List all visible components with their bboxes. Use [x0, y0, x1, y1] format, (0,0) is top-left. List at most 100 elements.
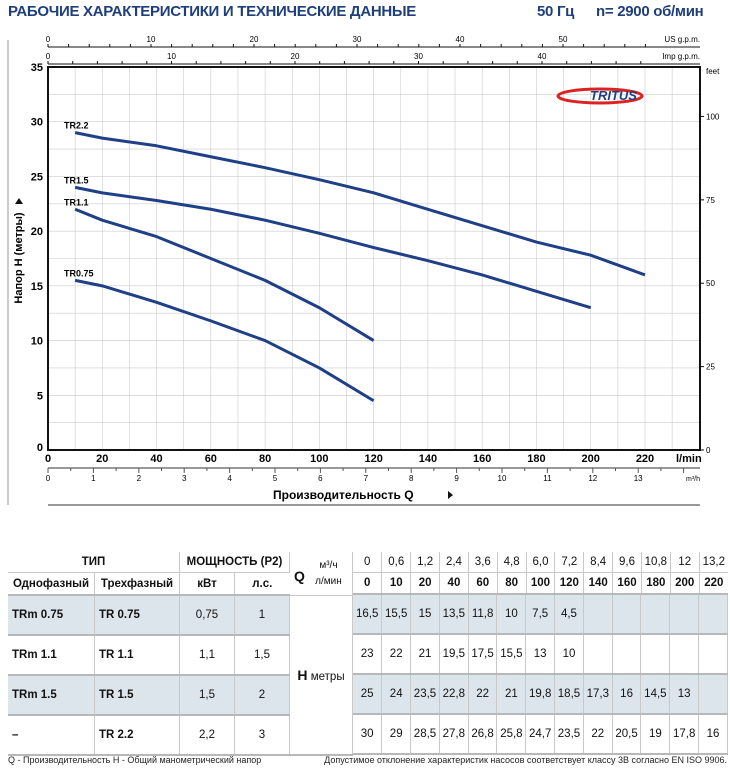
- curve-TR0.75: [74, 278, 375, 403]
- imp-gpm-tick-label: 20: [291, 52, 300, 61]
- power-header: МОЩНОСТЬ (P2): [179, 552, 290, 574]
- us-gpm-tick-label: 20: [250, 35, 259, 44]
- m3h-tick-label: 0: [46, 474, 51, 483]
- imp-gpm-label: Imp g.p.m.: [662, 52, 700, 61]
- hp-header: л.с.: [234, 572, 290, 597]
- head-value: 15: [410, 595, 440, 635]
- speed: n= 2900 об/мин: [596, 3, 704, 20]
- head-value: 22,8: [439, 675, 469, 715]
- single-phase-model: TRm 0.75: [8, 595, 95, 636]
- lmin-value: 220: [699, 572, 728, 595]
- m3h-tick-label: 6: [318, 474, 323, 483]
- imp-gpm-tick-label: 40: [538, 52, 547, 61]
- head-value: [583, 595, 613, 635]
- head-value: [583, 635, 613, 675]
- head-value: 15,5: [496, 635, 527, 675]
- arrow-right-icon: [448, 491, 453, 499]
- curve-TR1.1: [74, 207, 375, 342]
- x-tick-label: 120: [364, 453, 382, 465]
- curve-TR1.5: [74, 185, 592, 310]
- head-value: [698, 635, 728, 675]
- x-tick-label: 20: [96, 453, 108, 465]
- m3h-tick-label: 1: [91, 474, 96, 483]
- footer-note: Допустимое отклонение характеристик насо…: [324, 755, 727, 765]
- imp-gpm-tick-label: 0: [46, 52, 51, 61]
- head-value: 4,5: [554, 595, 584, 635]
- x-tick-label: 40: [150, 453, 162, 465]
- power-hp: 2: [234, 675, 290, 716]
- single-phase-model: –: [8, 715, 95, 756]
- m3h-value: 0: [353, 552, 383, 573]
- m3h-value: 4,8: [497, 552, 527, 573]
- three-phase-model: TR 1.5: [94, 675, 180, 716]
- m3h-value: 10,8: [641, 552, 671, 573]
- x-tick-label: 80: [259, 453, 271, 465]
- three-phase-model: TR 1.1: [94, 635, 180, 676]
- head-value: 23,5: [554, 715, 584, 755]
- m3h-tick-label: 10: [498, 474, 507, 483]
- head-value: 14,5: [640, 675, 671, 715]
- head-value: 10: [496, 595, 527, 635]
- feet-tick-label: 0: [706, 446, 711, 455]
- kw-header: кВт: [179, 572, 235, 597]
- head-value: 16,5: [353, 595, 383, 635]
- y-tick-label: 20: [31, 226, 43, 238]
- head-value: 17,3: [583, 675, 613, 715]
- head-value: 10: [554, 635, 584, 675]
- head-value: 27,8: [439, 715, 469, 755]
- curve-label: TR0.75: [64, 268, 94, 278]
- lmin-value: 0: [353, 572, 383, 595]
- table-row: TRm 1.5 TR 1.5 1,5 2 25 24 23,5 22,8 22 21 19,8…: [8, 675, 728, 716]
- lmin-value: 60: [468, 572, 498, 595]
- head-value: [640, 635, 671, 675]
- us-gpm-tick-label: 0: [46, 35, 51, 44]
- y-tick-label: 15: [31, 281, 43, 293]
- m3h-value: 2,4: [439, 552, 469, 573]
- m3h-tick-label: 7: [364, 474, 369, 483]
- head-value: 24: [381, 675, 412, 715]
- x-tick-label: 100: [310, 453, 328, 465]
- head-value: 16: [612, 675, 642, 715]
- head-value: 23,5: [410, 675, 440, 715]
- single-phase-model: TRm 1.5: [8, 675, 95, 716]
- power-hp: 1,5: [234, 635, 290, 676]
- imp-gpm-tick-label: 30: [414, 52, 423, 61]
- lmin-value: 80: [497, 572, 527, 595]
- head-value: 13,5: [439, 595, 469, 635]
- type-header: ТИП: [8, 552, 180, 574]
- head-value: 29: [381, 715, 412, 755]
- head-value: 18,5: [554, 675, 584, 715]
- m3h-value: 13,2: [699, 552, 728, 573]
- head-value: 25,8: [496, 715, 527, 755]
- m3h-value: 12: [670, 552, 700, 573]
- plot-frame: [47, 66, 701, 451]
- frequency: 50 Гц: [537, 3, 575, 20]
- head-value: 19,5: [439, 635, 469, 675]
- m3h-value: 6,0: [526, 552, 556, 573]
- x-axis-label: Производительность Q: [273, 488, 414, 502]
- us-gpm-tick-label: 50: [559, 35, 568, 44]
- power-kw: 1,1: [179, 635, 235, 676]
- table-row: TRm 1.1 TR 1.1 1,1 1,5 23 22 21 19,5 17,5 15,5…: [8, 635, 728, 676]
- head-value: 20,5: [612, 715, 642, 755]
- y-tick-label: 10: [31, 336, 43, 348]
- power-hp: 1: [234, 595, 290, 636]
- power-hp: 3: [234, 715, 290, 756]
- power-kw: 2,2: [179, 715, 235, 756]
- head-value: 7,5: [525, 595, 556, 635]
- three-phase-header: Трехфазный: [94, 572, 180, 597]
- feet-label: feet: [706, 67, 720, 76]
- head-value: 21: [496, 675, 527, 715]
- head-value: [698, 595, 728, 635]
- head-value: 21: [410, 635, 440, 675]
- head-value: 15,5: [381, 595, 412, 635]
- curve-TR2.2: [74, 131, 646, 277]
- three-phase-model: TR 2.2: [94, 715, 180, 756]
- y-tick-label: 25: [31, 171, 43, 183]
- head-value: 17,8: [669, 715, 700, 755]
- head-value: 11,8: [468, 595, 498, 635]
- us-gpm-tick-label: 10: [147, 35, 156, 44]
